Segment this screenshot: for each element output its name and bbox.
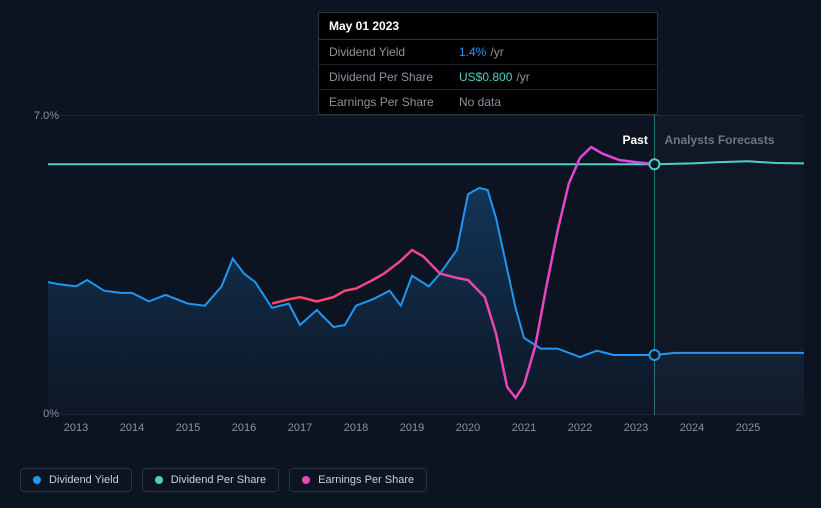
legend-item-dividend-per-share[interactable]: Dividend Per Share <box>142 468 279 492</box>
chart-svg <box>48 115 804 415</box>
tooltip-date: May 01 2023 <box>319 13 657 40</box>
chart-legend: Dividend Yield Dividend Per Share Earnin… <box>20 468 427 492</box>
x-tick-label: 2016 <box>232 422 256 434</box>
tooltip-label: Dividend Per Share <box>329 70 459 84</box>
period-label-forecast: Analysts Forecasts <box>664 133 774 147</box>
x-tick-label: 2023 <box>624 422 648 434</box>
tooltip-value: 1.4% <box>459 45 486 59</box>
x-tick-label: 2020 <box>456 422 480 434</box>
legend-dot-icon <box>33 476 41 484</box>
x-axis: 2013 2014 2015 2016 2017 2018 2019 2020 2021 2022… <box>48 422 804 442</box>
hover-tooltip: May 01 2023 Dividend Yield 1.4% /yr Divi… <box>318 12 658 115</box>
x-tick-label: 2022 <box>568 422 592 434</box>
x-tick-label: 2018 <box>344 422 368 434</box>
legend-label: Dividend Per Share <box>171 474 266 486</box>
tooltip-row-dividend-yield: Dividend Yield 1.4% /yr <box>319 40 657 65</box>
x-tick-label: 2019 <box>400 422 424 434</box>
legend-item-earnings-per-share[interactable]: Earnings Per Share <box>289 468 427 492</box>
tooltip-row-dividend-per-share: Dividend Per Share US$0.800 /yr <box>319 65 657 90</box>
x-tick-label: 2017 <box>288 422 312 434</box>
legend-dot-icon <box>302 476 310 484</box>
tooltip-value: No data <box>459 95 501 109</box>
x-tick-label: 2013 <box>64 422 88 434</box>
tooltip-unit: /yr <box>490 45 503 59</box>
x-tick-label: 2025 <box>736 422 760 434</box>
legend-item-dividend-yield[interactable]: Dividend Yield <box>20 468 132 492</box>
x-tick-label: 2015 <box>176 422 200 434</box>
x-tick-label: 2024 <box>680 422 704 434</box>
tooltip-label: Dividend Yield <box>329 45 459 59</box>
chart-plot-area[interactable] <box>48 115 804 415</box>
tooltip-unit: /yr <box>516 70 529 84</box>
tooltip-value: US$0.800 <box>459 70 512 84</box>
x-tick-label: 2021 <box>512 422 536 434</box>
legend-dot-icon <box>155 476 163 484</box>
tooltip-row-earnings-per-share: Earnings Per Share No data <box>319 90 657 114</box>
legend-label: Earnings Per Share <box>318 474 414 486</box>
period-label-past: Past <box>622 133 647 147</box>
x-tick-label: 2014 <box>120 422 144 434</box>
legend-label: Dividend Yield <box>49 474 119 486</box>
tooltip-label: Earnings Per Share <box>329 95 459 109</box>
